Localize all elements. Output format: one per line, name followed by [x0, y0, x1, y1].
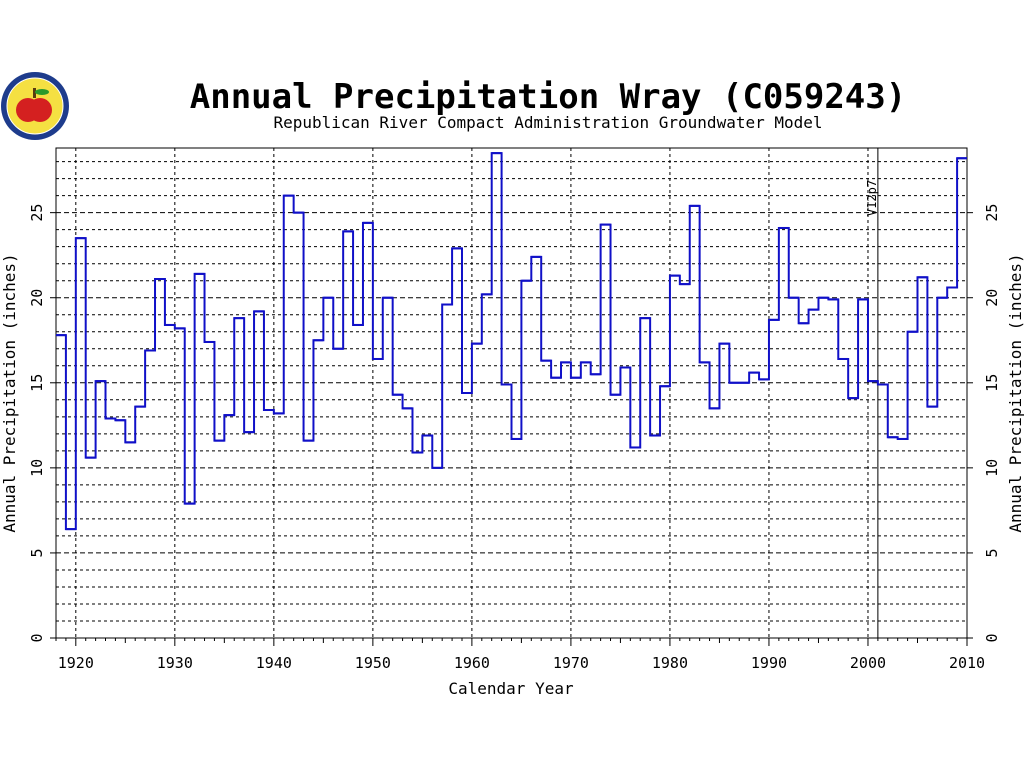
- y-tick-label-left: 25: [28, 204, 46, 222]
- x-tick-label: 1980: [652, 654, 688, 672]
- series-line: [56, 152, 967, 531]
- y-tick-label-left: 5: [28, 548, 46, 557]
- x-tick-label: 1960: [454, 654, 490, 672]
- y-tick-label-right: 5: [983, 548, 1001, 557]
- grid-lines: [56, 148, 967, 638]
- x-tick-label: 1990: [751, 654, 787, 672]
- chart-subtitle: Republican River Compact Administration …: [273, 113, 822, 132]
- x-tick-label: 2000: [850, 654, 886, 672]
- x-tick-label: 1940: [256, 654, 292, 672]
- y-tick-label-left: 10: [28, 459, 46, 477]
- plot-frame: [55, 147, 968, 639]
- rrca-logo: [1, 72, 69, 140]
- x-tick-label: 1970: [553, 654, 589, 672]
- x-axis-label: Calendar Year: [448, 679, 574, 698]
- y-tick-label-right: 10: [983, 459, 1001, 477]
- y-tick-label-right: 25: [983, 204, 1001, 222]
- y-axis-label-left: Annual Precipitation (inches): [0, 253, 19, 532]
- x-tick-label: 1920: [58, 654, 94, 672]
- tick-labels: 0 0 5 5 10 10 15 15 20 20 25 25 1920 1930 1940 1950 1960…: [28, 204, 1001, 672]
- chart-title: Annual Precipitation Wray (C059243): [190, 77, 906, 117]
- y-tick-label-left: 15: [28, 374, 46, 392]
- step-marks: [56, 152, 967, 531]
- x-tick-label: 1930: [157, 654, 193, 672]
- x-tick-label: 2010: [949, 654, 985, 672]
- x-tick-label: 1950: [355, 654, 391, 672]
- y-tick-label-right: 15: [983, 374, 1001, 392]
- y-tick-label-left: 20: [28, 289, 46, 307]
- y-tick-label-right: 0: [983, 633, 1001, 642]
- y-axis-label-right: Annual Precipitation (inches): [1006, 253, 1024, 532]
- y-tick-label-left: 0: [28, 633, 46, 642]
- y-tick-label-right: 20: [983, 289, 1001, 307]
- annotation-label: V12p7: [865, 180, 879, 216]
